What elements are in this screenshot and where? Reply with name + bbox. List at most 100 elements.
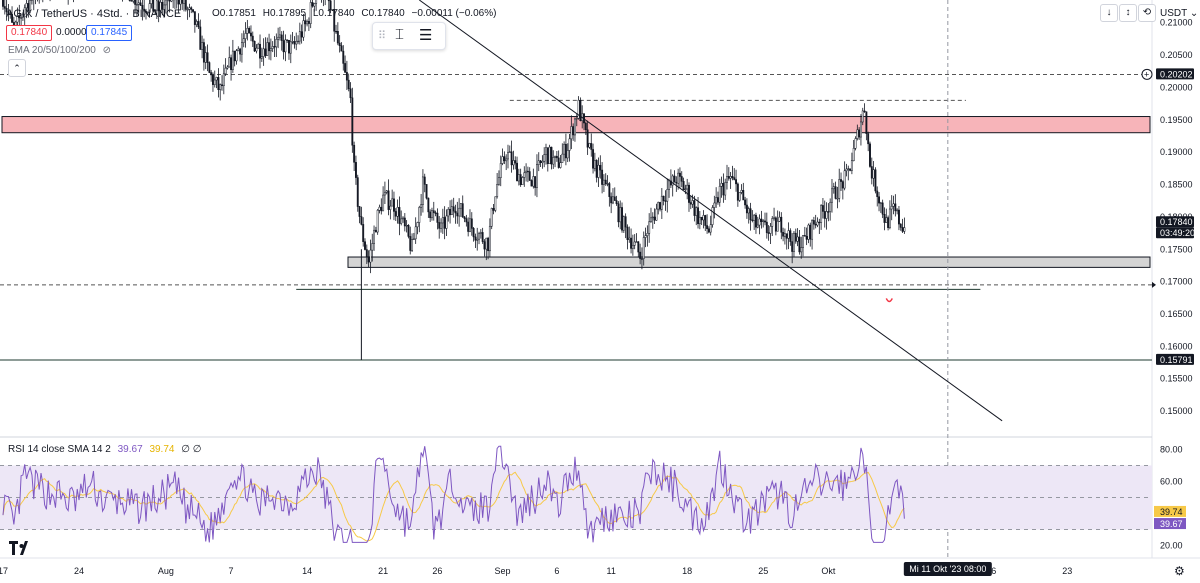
time-tick-label: 11: [606, 566, 615, 576]
currency-label[interactable]: USDT ⌄: [1160, 8, 1198, 20]
candle-body: [592, 149, 595, 169]
candle-body: [557, 157, 560, 168]
candle-body: [360, 216, 363, 225]
candle-body: [161, 1, 164, 10]
candle-body: [449, 208, 452, 216]
tv-logo-icon[interactable]: [9, 541, 33, 557]
candle-body: [130, 0, 133, 2]
candle-body: [134, 0, 137, 5]
candle-body: [407, 225, 410, 237]
candle-body: [680, 176, 683, 182]
drawing-toolbar[interactable]: ⠿ ⌶ ☰: [372, 22, 446, 50]
time-tick-label: 7: [229, 566, 234, 576]
candle-body: [541, 161, 544, 164]
ema-label: EMA 20/50/100/200: [8, 45, 96, 56]
bid-box[interactable]: 0.17840: [6, 25, 53, 41]
candle-body: [809, 224, 812, 240]
candle-body: [733, 177, 736, 180]
time-tick-label: 24: [74, 566, 84, 576]
rsi-extra: ∅ ∅: [181, 444, 202, 455]
candle-body: [472, 228, 475, 238]
candle-body: [563, 143, 566, 155]
restore-icon[interactable]: ⟲: [1138, 4, 1156, 22]
collapse-icon[interactable]: ⌃: [8, 59, 26, 77]
candle-body: [827, 211, 830, 213]
candle-body: [858, 129, 861, 138]
candle-body: [783, 233, 786, 237]
candle-body: [753, 214, 756, 221]
candle-body: [240, 42, 243, 55]
ema-legend[interactable]: EMA 20/50/100/200 ⊘: [8, 45, 111, 57]
candle-body: [735, 179, 737, 185]
candle-body: [552, 157, 555, 165]
candle-body: [738, 192, 741, 201]
candle-body: [869, 143, 871, 167]
candle-body: [659, 202, 661, 210]
ohlc-values: O0.17851 H0.17895 L0.17840 C0.17840 −0.0…: [212, 8, 500, 20]
ask-box[interactable]: 0.17845: [86, 25, 133, 41]
support-zone[interactable]: [347, 256, 1151, 268]
lines-icon[interactable]: ☰: [419, 27, 433, 44]
candle-body: [579, 99, 582, 122]
settings-icon[interactable]: ⚙: [1174, 564, 1185, 578]
candle-body: [613, 196, 616, 201]
candle-body: [731, 176, 734, 178]
candle-body: [550, 146, 553, 165]
rsi-tick-label: 20.00: [1160, 541, 1183, 551]
time-cursor-label: Mi 11 Okt '23 08:00: [909, 564, 986, 574]
candle-body: [188, 7, 191, 10]
candle-body: [617, 203, 620, 223]
trend-line[interactable]: [419, 0, 1003, 422]
hide-eye-icon[interactable]: ⊘: [102, 45, 112, 56]
candle-body: [568, 138, 571, 151]
time-tick-label: 18: [682, 566, 692, 576]
candle-body: [785, 233, 788, 239]
candle-body: [742, 190, 745, 201]
price-tick-label: 0.21000: [1160, 18, 1193, 28]
candle-body: [331, 9, 334, 11]
candle-body: [215, 77, 218, 81]
candle-body: [411, 239, 414, 251]
candle-body: [164, 0, 167, 6]
candle-body: [367, 256, 370, 263]
candle-body: [610, 196, 613, 204]
candle-body: [345, 72, 348, 81]
candle-body: [304, 20, 307, 25]
candle-body: [765, 221, 768, 233]
candle-body: [588, 143, 591, 148]
candle-body: [335, 30, 337, 33]
candle-body: [427, 197, 430, 213]
price-tick-label: 0.15000: [1160, 406, 1193, 416]
candle-body: [494, 196, 497, 211]
fullscreen-icon[interactable]: ↕: [1119, 4, 1137, 22]
candle-body: [155, 0, 158, 11]
candle-body: [353, 144, 356, 163]
candle-body: [756, 224, 759, 228]
candle-body: [711, 207, 714, 225]
candle-body: [275, 39, 278, 48]
candle-body: [881, 202, 884, 215]
candle-body: [264, 48, 267, 56]
symbol-title[interactable]: AGIX / TetherUS · 4Std. · BINANCE: [6, 8, 181, 20]
candle-body: [870, 166, 873, 179]
drag-handle-icon[interactable]: ⠿: [378, 30, 387, 42]
candle-body: [461, 203, 464, 218]
candle-body: [901, 227, 904, 232]
arrow-down-icon[interactable]: ↓: [1100, 4, 1118, 22]
candle-body: [650, 217, 652, 223]
candle-body: [195, 21, 198, 25]
candle-body: [278, 34, 281, 38]
candle-body: [391, 198, 394, 207]
candle-body: [260, 56, 263, 59]
rsi-legend[interactable]: RSI 14 close SMA 14 2 39.67 39.74 ∅ ∅: [8, 444, 201, 456]
plus-icon[interactable]: [1141, 68, 1153, 80]
text-cursor-icon[interactable]: ⌶: [395, 26, 405, 43]
candle-body: [222, 73, 225, 87]
candle-body: [597, 164, 600, 178]
price-tick-label: 0.16500: [1160, 309, 1193, 319]
candle-body: [445, 215, 448, 229]
rsi-label: RSI 14 close SMA 14 2: [8, 444, 111, 455]
alert-marker-icon[interactable]: [885, 298, 893, 303]
candle-body: [402, 217, 404, 220]
